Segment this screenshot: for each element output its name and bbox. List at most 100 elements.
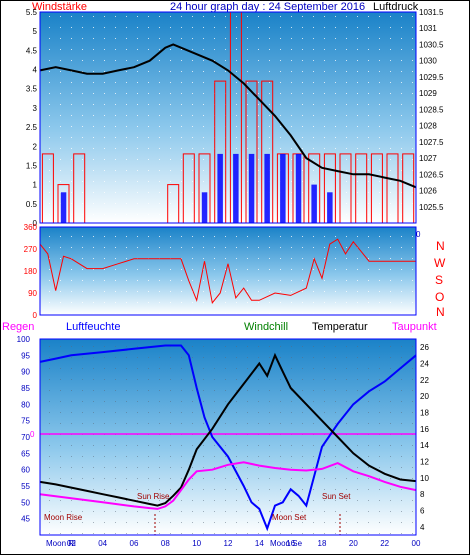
wind-y-tick: 5: [33, 27, 38, 36]
temperature-y-tick: 22: [420, 376, 429, 385]
wind-y-tick: 3: [33, 104, 38, 113]
temperature-y-tick: 18: [420, 409, 429, 418]
pressure-y-tick: 1028.5: [419, 105, 444, 114]
sun-rise-annotation: Sun Rise: [137, 492, 170, 501]
pressure-y-tick: 1030.5: [419, 40, 444, 49]
gust-bar: [233, 153, 239, 223]
wind-y-tick: 4: [33, 66, 38, 75]
temp-x-tick: 06: [130, 539, 139, 548]
humidity-y-tick: 65: [21, 449, 30, 458]
humidity-y-tick: 95: [21, 351, 30, 360]
compass-n-top: N: [436, 239, 445, 253]
wind-direction-frame: [39, 226, 417, 316]
sun-set-annotation: Sun Set: [322, 492, 351, 501]
moon-set-annotation: Moon Set: [272, 513, 307, 522]
direction-y-tick: 0: [33, 311, 38, 320]
temp-x-tick: 18: [318, 539, 327, 548]
regen-label: Regen: [2, 321, 34, 333]
dewpoint-line: [39, 461, 417, 510]
temperature-y-tick: 12: [420, 458, 429, 467]
compass-n-bottom: N: [436, 305, 445, 319]
wind-y-tick: 5.5: [26, 8, 38, 17]
pressure-line: [39, 43, 417, 189]
gust-bar: [311, 184, 317, 223]
temp-x-tick: 16: [286, 539, 295, 548]
temperature-y-tick: 16: [420, 425, 429, 434]
humidity-y-tick: 50: [21, 498, 30, 507]
temperature-y-tick: 6: [420, 507, 425, 516]
gust-bar: [280, 153, 286, 223]
wind-y-tick: 2.5: [26, 123, 38, 132]
humidity-line: [39, 344, 417, 532]
humidity-y-tick: 55: [21, 482, 30, 491]
temperature-line: [39, 352, 417, 507]
temperature-y-tick: 20: [420, 392, 429, 401]
gust-bar: [264, 153, 270, 223]
humidity-y-tick: 80: [21, 400, 30, 409]
wind-y-tick: 4.5: [26, 46, 38, 55]
direction-y-tick: 90: [28, 289, 37, 298]
temp-x-tick: 14: [255, 539, 264, 548]
chart-title: 24 hour graph day : 24 September 2016: [170, 1, 365, 13]
pressure-y-tick: 1031.5: [419, 8, 444, 17]
taupunkt-label: Taupunkt: [392, 321, 437, 333]
temp-x-tick: 20: [349, 539, 358, 548]
wind-y-tick: 0.5: [26, 200, 38, 209]
moon-rise-annotation: Moon Rise: [44, 513, 83, 522]
pressure-y-tick: 1026: [419, 187, 437, 196]
direction-y-tick: 180: [24, 267, 38, 276]
temperature-y-tick: 26: [420, 343, 429, 352]
gust-bar: [217, 153, 223, 223]
temp-x-tick: 04: [98, 539, 107, 548]
humidity-y-tick: 100: [17, 335, 31, 344]
temperature-panel: 0 Moon Rise Sun Rise Moon Set Sun Set 4 5…: [17, 335, 430, 548]
wind-y-tick: 2: [33, 142, 38, 151]
temperature-y-tick: 4: [420, 523, 425, 532]
pressure-y-tick: 1029: [419, 89, 437, 98]
windstarke-label: Windstärke: [32, 1, 87, 13]
wind-y-tick: 3.5: [26, 85, 38, 94]
humidity-y-tick: 90: [21, 368, 30, 377]
temp-x-tick: 02: [67, 539, 76, 548]
moon-axis-left-label: Moon Ri: [46, 539, 76, 548]
gust-bar: [327, 192, 333, 223]
temperature-y-tick: 8: [420, 490, 425, 499]
temp-x-tick: 22: [380, 539, 389, 548]
wind-y-tick: 1.5: [26, 161, 38, 170]
temperature-y-tick: 14: [420, 441, 429, 450]
luftfeuchte-label: Luftfeuchte: [66, 321, 120, 333]
pressure-y-tick: 1027: [419, 154, 437, 163]
temp-plot-frame: [39, 338, 417, 536]
pressure-y-tick: 1026.5: [419, 170, 444, 179]
pressure-y-tick: 1027.5: [419, 138, 444, 147]
compass-s: S: [435, 273, 443, 287]
gust-bar: [295, 153, 302, 223]
temperature-y-tick: 10: [420, 474, 429, 483]
wind-direction-line: [39, 238, 416, 304]
compass-o: O: [435, 290, 444, 304]
gust-bar: [248, 153, 255, 223]
luftdruck-label: Luftdruck: [373, 1, 419, 13]
temp-x-tick: 08: [161, 539, 170, 548]
temperatur-label: Temperatur: [312, 321, 368, 333]
pressure-y-tick: 1025.5: [419, 203, 444, 212]
gust-bar: [60, 192, 67, 223]
pressure-y-tick: 1031: [419, 24, 437, 33]
compass-w: W: [434, 256, 446, 270]
wind-direction-panel: 0 90 180 270 360 N W S O N: [24, 223, 446, 320]
pressure-y-tick: 1028: [419, 122, 437, 131]
temp-x-tick: 12: [224, 539, 233, 548]
humidity-y-tick: 70: [21, 433, 30, 442]
wind-plot-frame: [39, 11, 417, 224]
pressure-y-tick: 1030: [419, 57, 437, 66]
temp-x-tick: 00: [412, 539, 421, 548]
direction-y-tick: 360: [24, 223, 38, 232]
pressure-y-tick: 1029.5: [419, 73, 444, 82]
wind-y-tick: 1: [33, 181, 38, 190]
humidity-y-tick: 85: [21, 384, 30, 393]
regen-zero-tick: 0: [30, 430, 35, 439]
wind-y-tick: 0: [33, 219, 38, 228]
moon-axis-mid-label: Moon Se: [270, 539, 303, 548]
